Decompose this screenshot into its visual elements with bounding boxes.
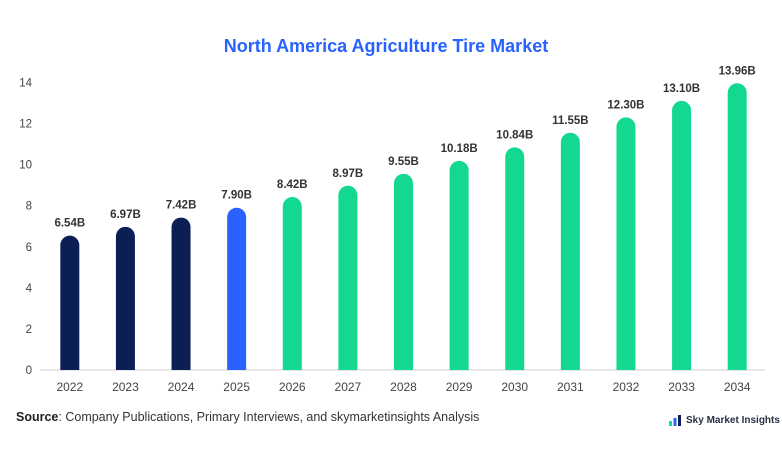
x-tick-label-2032: 2032 [613, 380, 640, 394]
source-text: : Company Publications, Primary Intervie… [58, 410, 480, 424]
x-tick-label-2027: 2027 [335, 380, 362, 394]
source-note: Source: Company Publications, Primary In… [16, 410, 479, 424]
y-tick-label: 0 [26, 365, 32, 377]
y-tick-label: 10 [19, 160, 32, 172]
chart-title: North America Agriculture Tire Market [224, 36, 548, 56]
y-tick-label: 2 [26, 324, 32, 336]
value-label-2029: 10.18B [441, 143, 478, 155]
bar-2027 [338, 185, 358, 370]
y-tick-label: 12 [19, 119, 32, 131]
x-tick-label-2033: 2033 [668, 380, 695, 394]
x-axis: 2022 2023 2024 2025 2026 2027 2028 2029 2030 2031… [56, 380, 750, 394]
value-label-2022: 6.54B [54, 218, 85, 230]
bar-2034 [727, 83, 747, 370]
bar-chart-svg: North America Agriculture Tire Market 0 2… [19, 36, 765, 394]
x-tick-label-2034: 2034 [724, 380, 751, 394]
value-label-2034: 13.96B [719, 65, 756, 77]
bar-2025 [227, 207, 247, 370]
y-tick-label: 14 [19, 77, 32, 89]
value-label-2024: 7.42B [166, 200, 197, 212]
brand-logo: Sky Market Insights [668, 412, 780, 428]
x-tick-label-2030: 2030 [501, 380, 528, 394]
bar-2029 [449, 160, 469, 370]
x-tick-label-2026: 2026 [279, 380, 306, 394]
brand-mark-icon [669, 415, 681, 426]
bar-2031 [560, 132, 580, 370]
value-labels-group: 6.54B 6.97B 7.42B 7.90B 8.42B 8.97B 9.55B 10.18… [54, 65, 755, 229]
bar-2022 [60, 235, 80, 370]
value-label-2023: 6.97B [110, 209, 141, 221]
y-tick-label: 8 [26, 201, 32, 213]
x-tick-label-2031: 2031 [557, 380, 584, 394]
x-tick-label-2028: 2028 [390, 380, 417, 394]
value-label-2032: 12.30B [607, 99, 644, 111]
x-tick-label-2022: 2022 [56, 380, 83, 394]
y-tick-label: 6 [26, 242, 32, 254]
value-label-2026: 8.42B [277, 179, 308, 191]
x-tick-label-2023: 2023 [112, 380, 139, 394]
value-label-2030: 10.84B [496, 129, 533, 141]
bar-2026 [282, 197, 302, 370]
bar-2023 [115, 226, 135, 370]
brand-name: Sky Market Insights [686, 414, 780, 426]
value-label-2027: 8.97B [333, 168, 364, 180]
bar-2028 [394, 173, 414, 370]
bar-2030 [505, 147, 525, 370]
y-axis: 0 2 4 6 8 10 12 14 [19, 77, 32, 377]
value-label-2033: 13.10B [663, 83, 700, 95]
bar-2032 [616, 117, 636, 370]
bars-group [60, 83, 747, 370]
value-label-2031: 11.55B [552, 115, 588, 127]
x-tick-label-2025: 2025 [223, 380, 250, 394]
x-tick-label-2029: 2029 [446, 380, 473, 394]
x-tick-label-2024: 2024 [168, 380, 195, 394]
value-label-2025: 7.90B [221, 190, 252, 202]
bar-2033 [672, 100, 692, 370]
y-tick-label: 4 [26, 283, 33, 295]
bar-2024 [171, 217, 191, 370]
source-label: Source [16, 410, 59, 424]
value-label-2028: 9.55B [388, 156, 419, 168]
